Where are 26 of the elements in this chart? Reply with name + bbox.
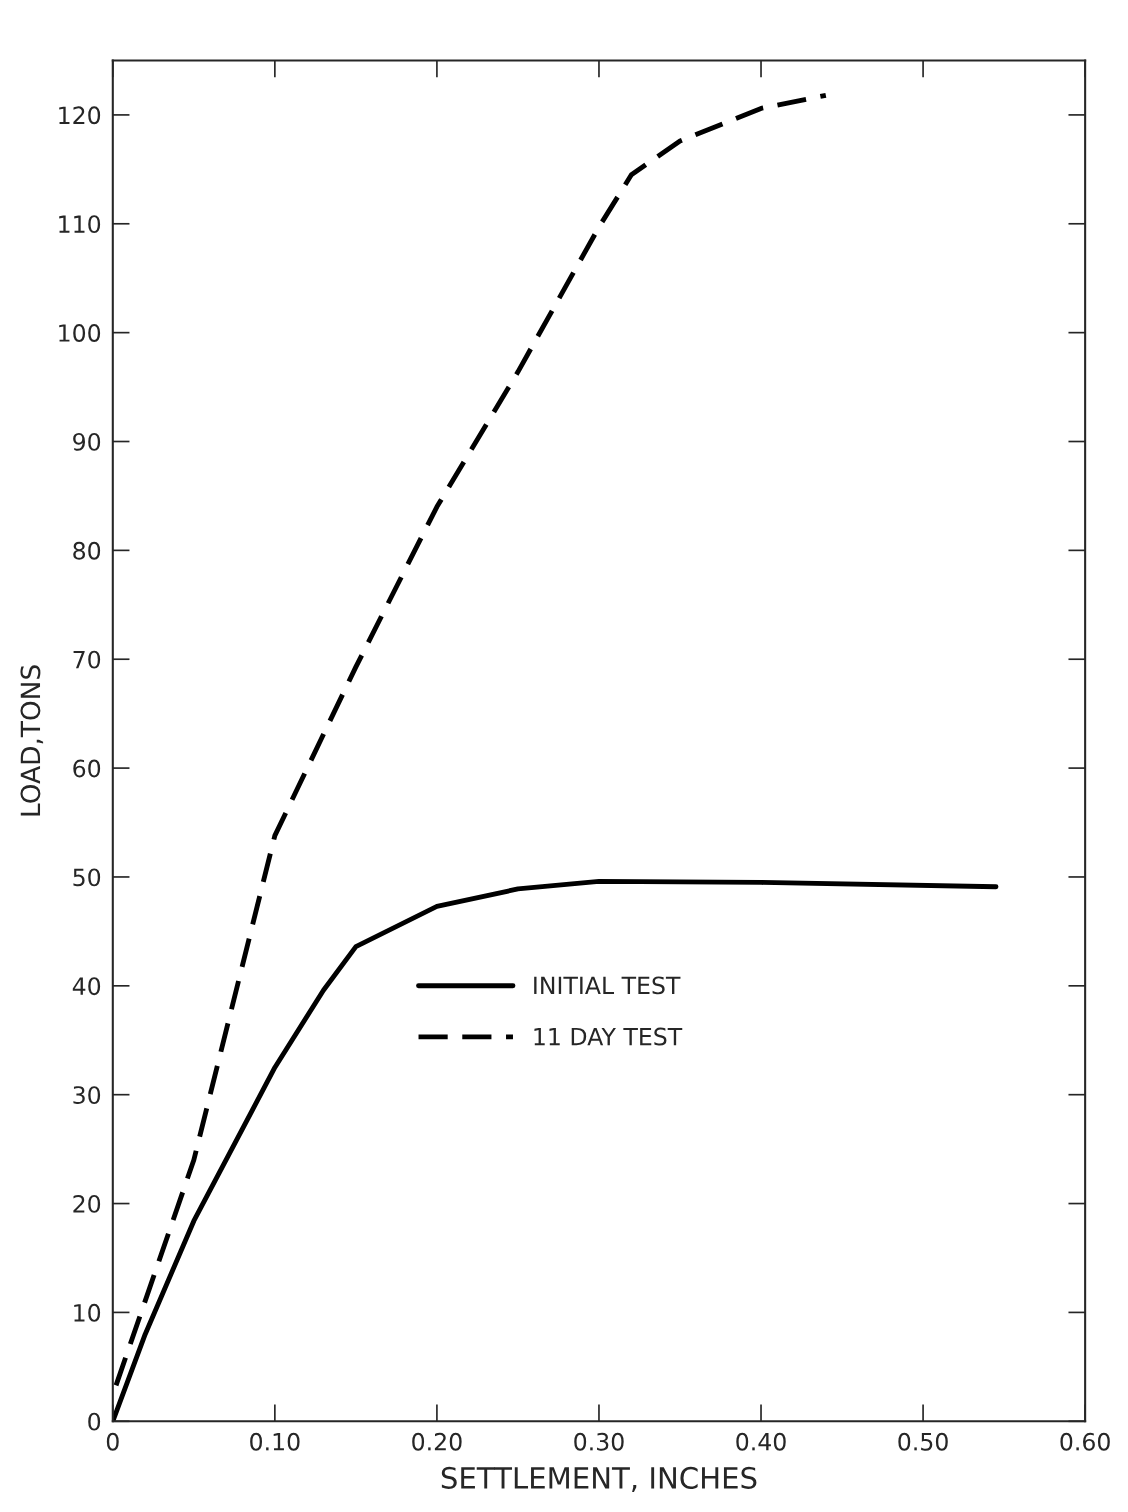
y-tick-label: 100 <box>59 324 101 342</box>
y-tick-label: 20 <box>73 1195 101 1213</box>
line-series <box>113 92 829 1388</box>
y-tick-label: 70 <box>73 650 101 669</box>
y-tick-label: 50 <box>73 868 101 887</box>
x-tick-label: 0 <box>106 1432 119 1451</box>
x-axis-title: SETTLEMENT, INCHES <box>441 1466 757 1492</box>
y-tick-label: 30 <box>73 1086 101 1104</box>
y-tick-label: 110 <box>59 215 101 234</box>
y-tick-label: 60 <box>73 759 101 778</box>
legend-label: 11 DAY TEST <box>534 1027 683 1046</box>
y-tick-label: 120 <box>59 106 101 125</box>
legend-label: INITIAL TEST <box>534 976 681 995</box>
line-series <box>112 878 999 1422</box>
y-tick-label: 10 <box>74 1303 101 1322</box>
x-tick-label: 0.20 <box>412 1432 462 1451</box>
x-tick-label: 0.30 <box>574 1432 624 1451</box>
y-tick-label: 90 <box>73 432 101 451</box>
y-axis-title: LOAD,TONS <box>20 665 44 816</box>
x-tick-label: 0.10 <box>250 1432 300 1451</box>
x-tick-label: 0.40 <box>736 1432 786 1451</box>
y-tick-label: 0 <box>88 1412 101 1431</box>
x-tick-label: 0.60 <box>1060 1432 1110 1451</box>
y-tick-label: 80 <box>73 541 101 560</box>
y-tick-label: 40 <box>72 977 101 996</box>
x-tick-label: 0.50 <box>898 1432 948 1451</box>
